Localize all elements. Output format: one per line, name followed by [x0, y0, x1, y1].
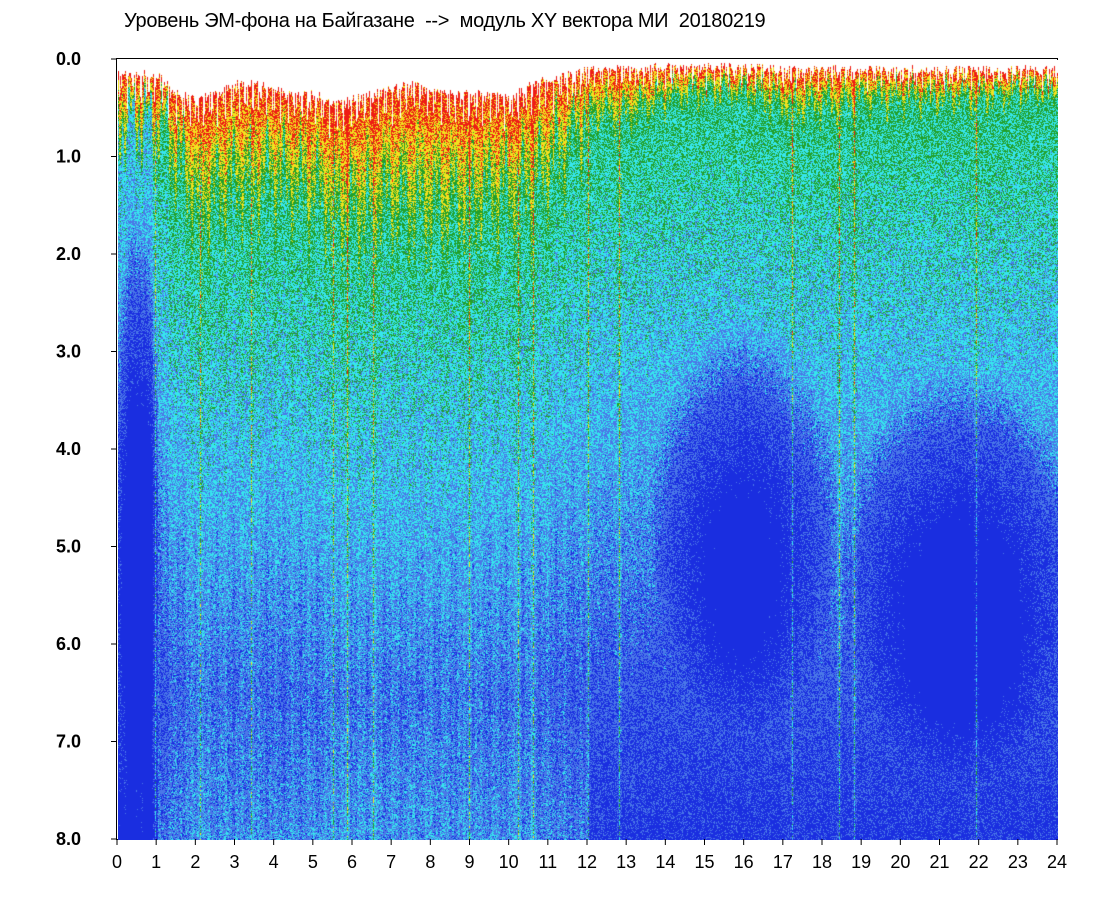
x-tick-label: 3 — [229, 852, 239, 872]
y-tick-label: 4.0 — [56, 439, 81, 459]
y-tick-label: 8.0 — [56, 829, 81, 849]
heatmap-canvas — [118, 60, 1058, 840]
y-tick-label: 7.0 — [56, 732, 81, 752]
x-tick-label: 23 — [1008, 852, 1028, 872]
x-tick-label: 21 — [929, 852, 949, 872]
x-tick-label: 12 — [577, 852, 597, 872]
x-tick-label: 9 — [464, 852, 474, 872]
y-tick-label: 3.0 — [56, 342, 81, 362]
x-tick-label: 15 — [694, 852, 714, 872]
x-tick-label: 16 — [734, 852, 754, 872]
chart-title: Уровень ЭМ-фона на Байгазане --> модуль … — [124, 10, 766, 32]
y-tick-label: 6.0 — [56, 634, 81, 654]
y-tick-label: 0.0 — [56, 49, 81, 69]
x-tick-label: 2 — [190, 852, 200, 872]
x-tick-label: 19 — [851, 852, 871, 872]
x-tick-label: 8 — [425, 852, 435, 872]
y-tick-label: 1.0 — [56, 147, 81, 167]
x-tick-label: 5 — [308, 852, 318, 872]
x-tick-label: 14 — [655, 852, 675, 872]
x-tick-label: 7 — [386, 852, 396, 872]
x-tick-label: 20 — [890, 852, 910, 872]
x-tick-label: 18 — [812, 852, 832, 872]
x-tick-label: 4 — [269, 852, 279, 872]
x-tick-label: 10 — [499, 852, 519, 872]
x-tick-label: 24 — [1047, 852, 1067, 872]
x-tick-label: 13 — [616, 852, 636, 872]
y-tick-label: 2.0 — [56, 244, 81, 264]
x-tick-label: 6 — [347, 852, 357, 872]
x-tick-label: 22 — [969, 852, 989, 872]
x-tick-label: 1 — [151, 852, 161, 872]
x-tick-label: 17 — [773, 852, 793, 872]
plot-area — [116, 58, 1058, 840]
x-tick-label: 11 — [538, 852, 557, 872]
y-tick-label: 5.0 — [56, 537, 81, 557]
x-tick-label: 0 — [112, 852, 122, 872]
